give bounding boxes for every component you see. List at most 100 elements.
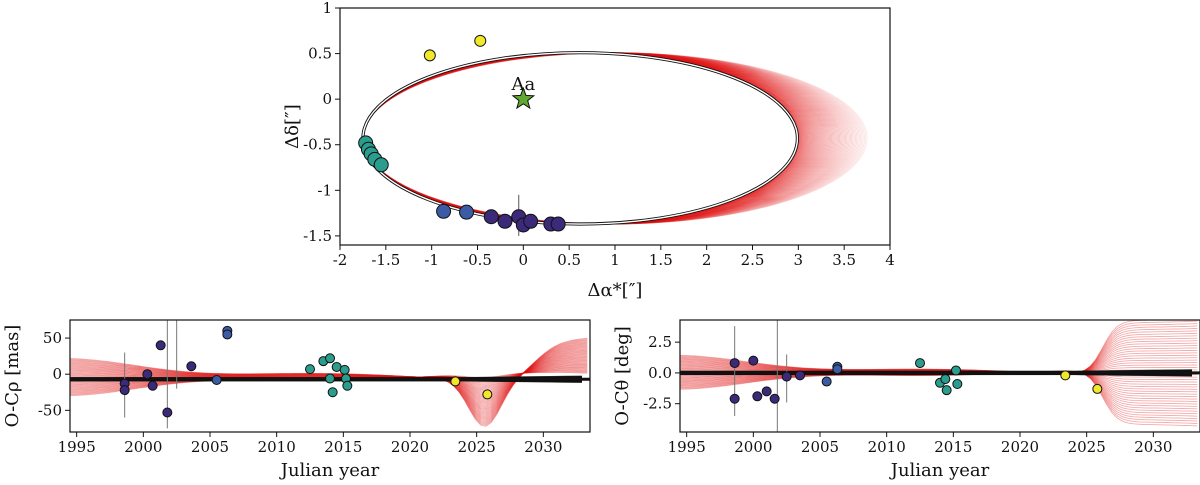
data-point xyxy=(342,380,353,391)
posterior-curve xyxy=(680,340,1198,374)
data-point xyxy=(482,389,493,400)
posterior-curve-black xyxy=(680,369,1193,372)
data-point xyxy=(497,213,513,229)
data-point xyxy=(327,387,338,398)
x-tick-label: 2030 xyxy=(1134,438,1172,456)
x-tick-label: 0.5 xyxy=(557,251,581,269)
x-tick-label: 2020 xyxy=(391,438,429,456)
data-point xyxy=(142,369,153,380)
x-tick-label: 1 xyxy=(610,251,620,269)
x-tick-label: 3.5 xyxy=(832,251,856,269)
residual-rho-frame xyxy=(69,319,591,433)
x-tick-label: 2025 xyxy=(458,438,496,456)
posterior-curve xyxy=(70,338,588,426)
data-point xyxy=(162,407,173,418)
posterior-orbits xyxy=(362,52,868,225)
x-tick-label: 3 xyxy=(794,251,804,269)
y-axis-label: Δδ[″] xyxy=(282,104,303,149)
x-tick-label: -1.5 xyxy=(371,251,400,269)
y-tick-label: 2.5 xyxy=(648,333,672,351)
x-tick-label: 2020 xyxy=(1001,438,1039,456)
posterior-curve xyxy=(680,325,1198,374)
y-tick-label: 0.5 xyxy=(308,45,332,63)
y-tick-label: 0 xyxy=(52,365,62,383)
posterior-curve xyxy=(680,323,1198,374)
posterior-curve xyxy=(680,370,1198,427)
data-point xyxy=(940,374,951,385)
y-tick-label: -50 xyxy=(38,401,62,419)
x-tick-label: 2010 xyxy=(868,438,906,456)
y-axis-label: O-Cθ [deg] xyxy=(612,326,633,426)
orbit-plot-area xyxy=(358,34,868,236)
x-tick-label: 2.5 xyxy=(741,251,765,269)
data-point xyxy=(325,353,335,364)
data-point xyxy=(155,340,166,351)
axes-residual-rho: 1995 2000 2005 2010 2015 2020 2025 2030 50 0 -50 Ju… xyxy=(2,325,562,481)
posterior-curve xyxy=(680,328,1198,374)
central-star-label: Aa xyxy=(510,74,535,95)
posterior-curve xyxy=(680,342,1198,374)
posterior-curve xyxy=(680,320,1198,374)
x-tick-label: 2030 xyxy=(524,438,562,456)
x-tick-label: 2010 xyxy=(258,438,296,456)
x-tick-label: 2 xyxy=(702,251,712,269)
data-point xyxy=(373,157,389,173)
data-point xyxy=(325,373,335,384)
posterior-curve xyxy=(680,370,1198,424)
data-point xyxy=(821,376,832,387)
residual-theta-frame xyxy=(679,319,1200,433)
y-tick-label: -2.5 xyxy=(643,395,672,413)
y-tick-label: -0.5 xyxy=(303,136,332,154)
data-point xyxy=(119,385,130,396)
data-point xyxy=(761,386,772,397)
data-point xyxy=(186,361,197,372)
y-axis-label: O-Cρ [mas] xyxy=(2,325,23,428)
data-point xyxy=(915,358,925,369)
x-tick-label: 1.5 xyxy=(649,251,673,269)
data-point xyxy=(483,209,499,225)
posterior-curve xyxy=(680,337,1198,374)
y-tick-label: 1 xyxy=(322,0,332,17)
data-point xyxy=(305,364,315,375)
data-point xyxy=(450,376,461,387)
data-point xyxy=(781,371,792,382)
x-tick-label: 2015 xyxy=(324,438,362,456)
best-fit-orbit-outline xyxy=(361,51,800,226)
y-tick-label: 50 xyxy=(43,329,62,347)
central-star-icon xyxy=(511,86,536,110)
data-point xyxy=(147,380,158,391)
x-tick-label: 2000 xyxy=(734,438,772,456)
x-tick-label: 1995 xyxy=(58,438,96,456)
posterior-curve xyxy=(70,337,588,427)
data-point xyxy=(1060,370,1071,381)
data-point xyxy=(222,329,233,340)
data-point xyxy=(1092,383,1103,394)
data-point xyxy=(550,216,566,232)
data-point xyxy=(523,213,539,229)
data-point xyxy=(729,358,740,369)
residual-rho-plot-area xyxy=(70,320,590,429)
x-axis-label: Δα*[″] xyxy=(588,280,643,301)
posterior-curve xyxy=(680,332,1198,374)
x-tick-label: 2005 xyxy=(191,438,229,456)
data-point xyxy=(423,49,436,62)
data-point xyxy=(951,365,961,376)
data-point xyxy=(941,385,952,396)
x-tick-label: 2015 xyxy=(934,438,972,456)
x-tick-label: 2025 xyxy=(1068,438,1106,456)
axes-residual-theta: 1995 2000 2005 2010 2015 2020 2025 2030 2.5 0.0 -2… xyxy=(612,326,1172,481)
y-tick-label: 0.0 xyxy=(648,364,672,382)
posterior-curve xyxy=(680,335,1198,374)
residual-theta-plot-area xyxy=(680,320,1200,432)
data-point xyxy=(459,204,474,220)
posterior-curve xyxy=(680,320,1173,374)
x-tick-label: -2 xyxy=(333,251,348,269)
data-point xyxy=(795,370,805,381)
x-tick-label: 0 xyxy=(519,251,529,269)
data-point xyxy=(474,34,487,47)
x-tick-label: 1995 xyxy=(668,438,706,456)
x-axis-label: Julian year xyxy=(279,460,380,481)
data-point xyxy=(729,393,740,404)
x-tick-label: -0.5 xyxy=(463,251,492,269)
